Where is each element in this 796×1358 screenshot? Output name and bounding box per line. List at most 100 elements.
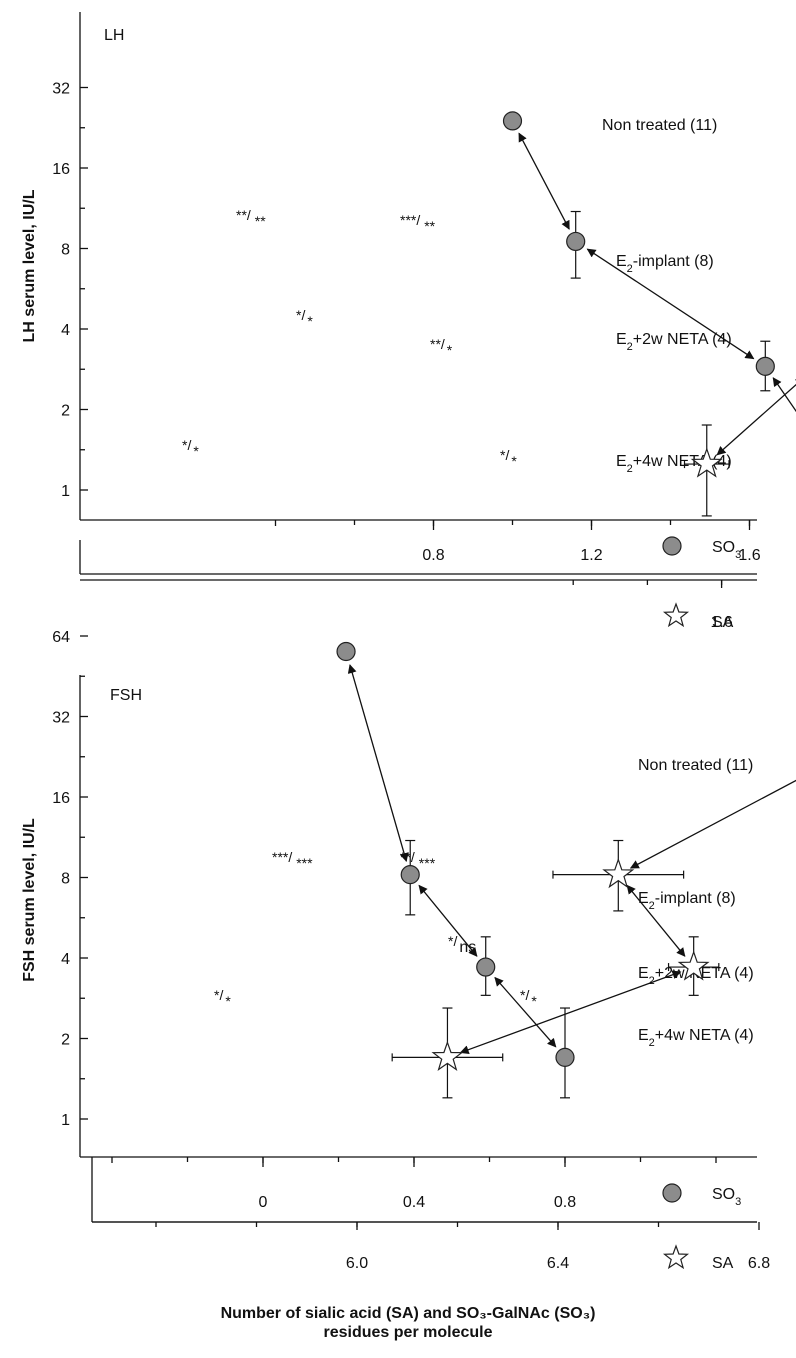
- fsh-annot-5: */*: [520, 987, 537, 1009]
- fsh-sa-point-1: [552, 839, 685, 912]
- lh-label-e2-implant: E2-implant (8): [616, 253, 714, 275]
- lh-annot-6: */*: [500, 447, 517, 469]
- so3-marker: [566, 231, 586, 252]
- fsh-plot-frame: [79, 675, 757, 1158]
- sa-marker: [431, 1040, 464, 1071]
- fsh-sa-point-2: [667, 936, 720, 996]
- fsh-arrows: [347, 659, 796, 1054]
- lh-y-tick-label: 16: [52, 161, 70, 178]
- lh-y-tick-label: 4: [61, 322, 70, 339]
- fsh-y-tick-label: 4: [61, 951, 70, 968]
- fsh-so3-point-3: [555, 1007, 575, 1099]
- fsh-sa-tick-label: 6.0: [346, 1255, 368, 1272]
- fsh-y-tick-label: 32: [52, 710, 70, 727]
- lh-data-points: [502, 111, 775, 517]
- so3-marker: [476, 957, 496, 977]
- lh-arrow-5: [772, 377, 796, 454]
- lh-sa-axis: 1.62.02.42.8 SA: [80, 579, 757, 631]
- fsh-sa-tick-label: 6.4: [547, 1255, 569, 1272]
- fsh-sa-legend-icon: [662, 1244, 690, 1270]
- fsh-label-e2-4w-neta: E2+4w NETA (4): [638, 1027, 754, 1049]
- fsh-annot-4: */*: [214, 987, 231, 1009]
- fsh-arrow-0: [347, 664, 409, 863]
- fsh-annot-1: ***/***: [272, 849, 313, 871]
- x-axis-title-line2: residues per molecule: [324, 1324, 493, 1341]
- lh-arrow-3: [586, 248, 755, 360]
- lh-panel-title: LH: [104, 27, 124, 44]
- so3-marker: [502, 111, 523, 131]
- fsh-so3-point-1: [400, 839, 420, 916]
- fsh-y-tick-label: 64: [52, 629, 70, 646]
- lh-so3-axis: 0.81.21.62.0 SO3: [79, 520, 761, 575]
- fsh-annot-2: **/***: [400, 849, 436, 871]
- sa-marker: [677, 950, 710, 981]
- fsh-y-tick-label: 2: [61, 1032, 70, 1049]
- fsh-so3-axis: 0 0.4 0.8 SO3: [91, 1157, 757, 1223]
- fsh-so3-point-2: [476, 936, 496, 996]
- fsh-arrow-2: [418, 884, 478, 957]
- fsh-label-non-treated: Non treated (11): [638, 757, 753, 774]
- lh-sa-legend-icon: [662, 602, 690, 628]
- fsh-arrow-3: [626, 884, 686, 957]
- lh-y-tick-label: 32: [52, 81, 70, 98]
- lh-so3-tick-label: 0.8: [422, 547, 444, 564]
- fsh-sa-legend-label: SA: [712, 1255, 734, 1272]
- fsh-so3-tick-label: 0.8: [554, 1194, 576, 1211]
- lh-label-e2-2w-neta: E2+2w NETA (4): [616, 331, 732, 353]
- fsh-data-points: [336, 641, 720, 1099]
- lh-y-tick-label: 1: [61, 483, 70, 500]
- lh-plot-frame: [79, 12, 757, 521]
- sa-marker: [690, 447, 723, 478]
- fsh-panel-title: FSH: [110, 687, 142, 704]
- fsh-y-tick-label: 8: [61, 871, 70, 888]
- fsh-y-axis-title: FSH serum level, IU/L: [21, 818, 38, 982]
- lh-arrow-0: [518, 132, 570, 230]
- lh-sa-tick-label: 1.6: [710, 614, 732, 631]
- fsh-y-tick-label: 1: [61, 1112, 70, 1129]
- lh-y-axis: 1 2 4 8 16 32: [52, 81, 88, 500]
- fsh-so3-legend-label: SO3: [712, 1186, 741, 1208]
- lh-so3-point-1: [566, 210, 586, 279]
- fsh-so3-point-0: [336, 641, 356, 662]
- lh-label-non-treated: Non treated (11): [602, 117, 717, 134]
- lh-annot-2: ***/**: [400, 212, 436, 234]
- fsh-y-axis: 1 2 4 8 16 32 64: [52, 629, 88, 1129]
- so3-marker: [400, 865, 420, 885]
- sa-marker: [602, 857, 635, 889]
- lh-so3-legend-label: SO3: [712, 539, 741, 561]
- lh-sa-legend-label: SA: [712, 614, 734, 631]
- fsh-arrow-5: [459, 970, 682, 1054]
- fsh-sa-tick-label: 6.8: [748, 1255, 770, 1272]
- so3-marker: [555, 1047, 575, 1067]
- lh-arrows: [518, 132, 796, 456]
- fsh-so3-tick-label: 0.4: [403, 1194, 425, 1211]
- lh-so3-legend-icon: [662, 536, 682, 556]
- fsh-so3-legend-icon: [662, 1183, 682, 1203]
- lh-sa-point-3: [683, 424, 730, 517]
- lh-so3-tick-label: 1.2: [580, 547, 602, 564]
- lh-y-axis-title: LH serum level, IU/L: [21, 189, 38, 342]
- lh-annot-3: */*: [296, 307, 313, 329]
- lh-so3-point-0: [502, 111, 523, 131]
- lh-y-tick-label: 8: [61, 242, 70, 259]
- lh-panel: LH LH serum level, IU/L 1 2 4 8 16 32 0.8 1.2 1…: [21, 12, 796, 631]
- lh-annot-5: */*: [182, 437, 199, 459]
- lh-y-tick-label: 2: [61, 403, 70, 420]
- lh-so3-point-2: [755, 340, 775, 392]
- fsh-panel: FSH FSH serum level, IU/L 1 2 4 8 16 32 64 0 0.…: [21, 629, 796, 1272]
- so3-marker: [755, 356, 775, 376]
- fsh-arrow-1: [629, 659, 796, 869]
- x-axis-title-line1: Number of sialic acid (SA) and SO₃-GalNA…: [221, 1305, 596, 1322]
- lh-annot-4: **/*: [430, 336, 453, 358]
- fsh-sa-axis: 6.06.46.87.2 SA: [92, 1221, 770, 1272]
- fsh-sa-point-3: [391, 1007, 504, 1099]
- fsh-so3-tick-label: 0: [259, 1194, 268, 1211]
- lh-so3-tick-label: 1.6: [738, 547, 760, 564]
- fsh-annot-3: */ns: [448, 933, 476, 956]
- lh-annot-1: **/**: [236, 207, 266, 229]
- fsh-y-tick-label: 16: [52, 790, 70, 807]
- fsh-label-e2-implant: E2-implant (8): [638, 890, 736, 912]
- so3-marker: [336, 641, 356, 662]
- lh-arrow-4: [716, 377, 796, 456]
